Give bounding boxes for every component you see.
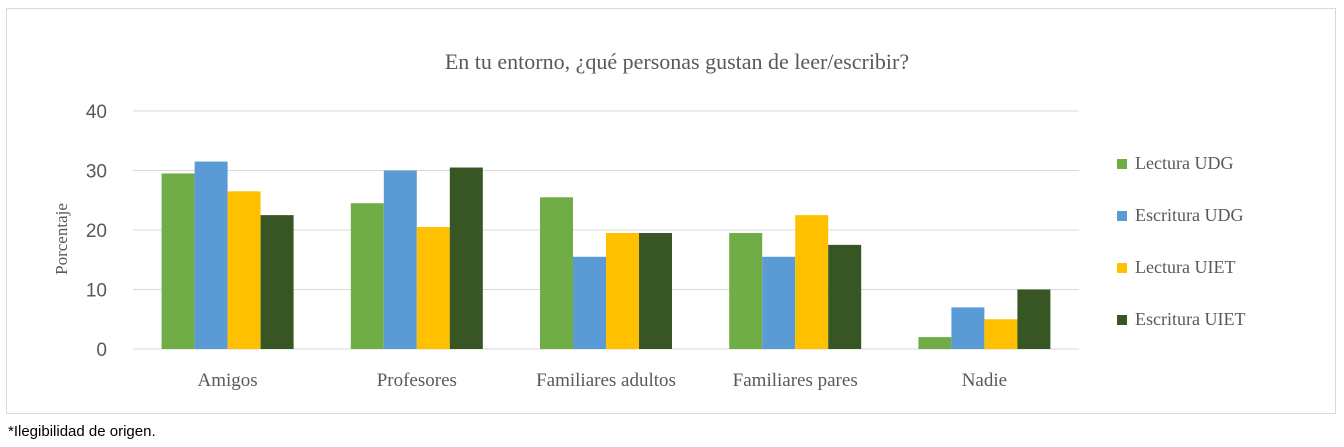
legend: Lectura UDG Escritura UDG Lectura UIET Escr… bbox=[1117, 153, 1245, 329]
bar bbox=[918, 337, 952, 349]
footnote: *Ilegibilidad de origen. bbox=[8, 423, 156, 440]
chart-title: En tu entorno, ¿qué personas gustan de l… bbox=[445, 49, 909, 74]
legend-label: Escritura UDG bbox=[1135, 205, 1243, 225]
bar bbox=[984, 319, 1018, 349]
bar-chart: En tu entorno, ¿qué personas gustan de l… bbox=[52, 49, 1245, 391]
bar bbox=[828, 244, 862, 349]
bar bbox=[260, 215, 294, 349]
y-tick-labels: 0 10 20 30 40 bbox=[86, 102, 107, 361]
bar bbox=[540, 197, 573, 349]
bar bbox=[951, 307, 985, 349]
legend-label: Lectura UDG bbox=[1135, 153, 1233, 173]
bar bbox=[350, 203, 384, 349]
y-axis-label: Porcentaje bbox=[52, 203, 71, 275]
x-tick-label: Familiares pares bbox=[733, 370, 858, 391]
bar bbox=[795, 215, 829, 349]
x-tick-labels: Amigos Profesores Familiares adultos Famili… bbox=[198, 370, 1008, 391]
legend-swatch bbox=[1117, 263, 1127, 273]
x-tick-label: Nadie bbox=[962, 370, 1007, 391]
y-tick-label: 30 bbox=[86, 162, 107, 183]
legend-swatch bbox=[1117, 159, 1127, 169]
y-tick-label: 40 bbox=[86, 102, 107, 123]
legend-swatch bbox=[1117, 211, 1127, 221]
legend-swatch bbox=[1117, 315, 1127, 325]
bar bbox=[227, 191, 261, 349]
x-tick-label: Profesores bbox=[377, 370, 457, 391]
bar bbox=[729, 232, 763, 349]
bar bbox=[606, 232, 639, 349]
bars bbox=[161, 161, 1051, 349]
y-tick-label: 0 bbox=[96, 340, 107, 361]
bar bbox=[639, 232, 672, 349]
bar bbox=[573, 256, 606, 349]
x-tick-label: Amigos bbox=[198, 370, 258, 391]
bar bbox=[1017, 289, 1051, 349]
bar bbox=[161, 173, 195, 349]
y-tick-label: 10 bbox=[86, 281, 107, 302]
bar bbox=[762, 256, 796, 349]
bar bbox=[416, 227, 450, 349]
bar bbox=[383, 170, 417, 349]
legend-label: Escritura UIET bbox=[1135, 309, 1245, 329]
chart-frame: En tu entorno, ¿qué personas gustan de l… bbox=[6, 8, 1336, 414]
y-tick-label: 20 bbox=[86, 221, 107, 242]
x-tick-label: Familiares adultos bbox=[536, 370, 676, 391]
legend-label: Lectura UIET bbox=[1135, 257, 1235, 277]
bar bbox=[449, 167, 483, 349]
bar bbox=[194, 161, 228, 349]
